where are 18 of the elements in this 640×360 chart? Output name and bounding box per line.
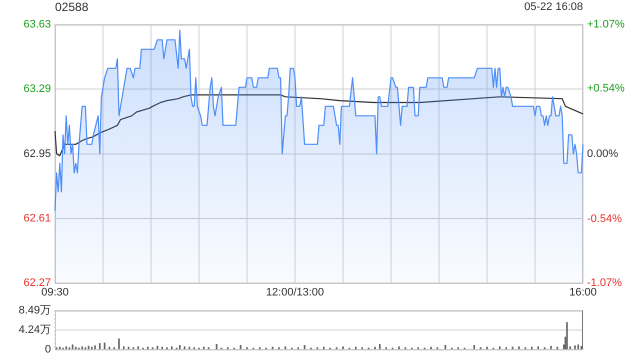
x-tick-label: 09:30 (41, 286, 69, 299)
y-tick-label: 0 (44, 343, 51, 356)
y-tick-label: 62.61 (23, 212, 51, 224)
y2-tick-label: -0.54% (587, 213, 622, 226)
text: 05-22 16:08 (524, 0, 583, 14)
y2-tick-label: -1.07% (587, 277, 622, 290)
y-tick-label: 8.49万 (18, 304, 51, 317)
chart-title: 02588 (55, 0, 88, 14)
y-tick-label: 63.29 (23, 83, 51, 96)
y-tick-label: 4.24万 (18, 324, 51, 336)
y2-tick-label: +1.07% (587, 18, 625, 31)
y-tick-label: 63.63 (23, 18, 51, 31)
x-tick-label: 16:00 (569, 286, 597, 299)
y-tick-label: 62.27 (23, 277, 51, 290)
x-tick-label: 12:00/13:00 (266, 286, 324, 299)
y2-tick-label: 0.00% (587, 148, 618, 160)
y-tick-label: 62.95 (23, 148, 51, 160)
y2-tick-label: +0.54% (587, 82, 625, 95)
